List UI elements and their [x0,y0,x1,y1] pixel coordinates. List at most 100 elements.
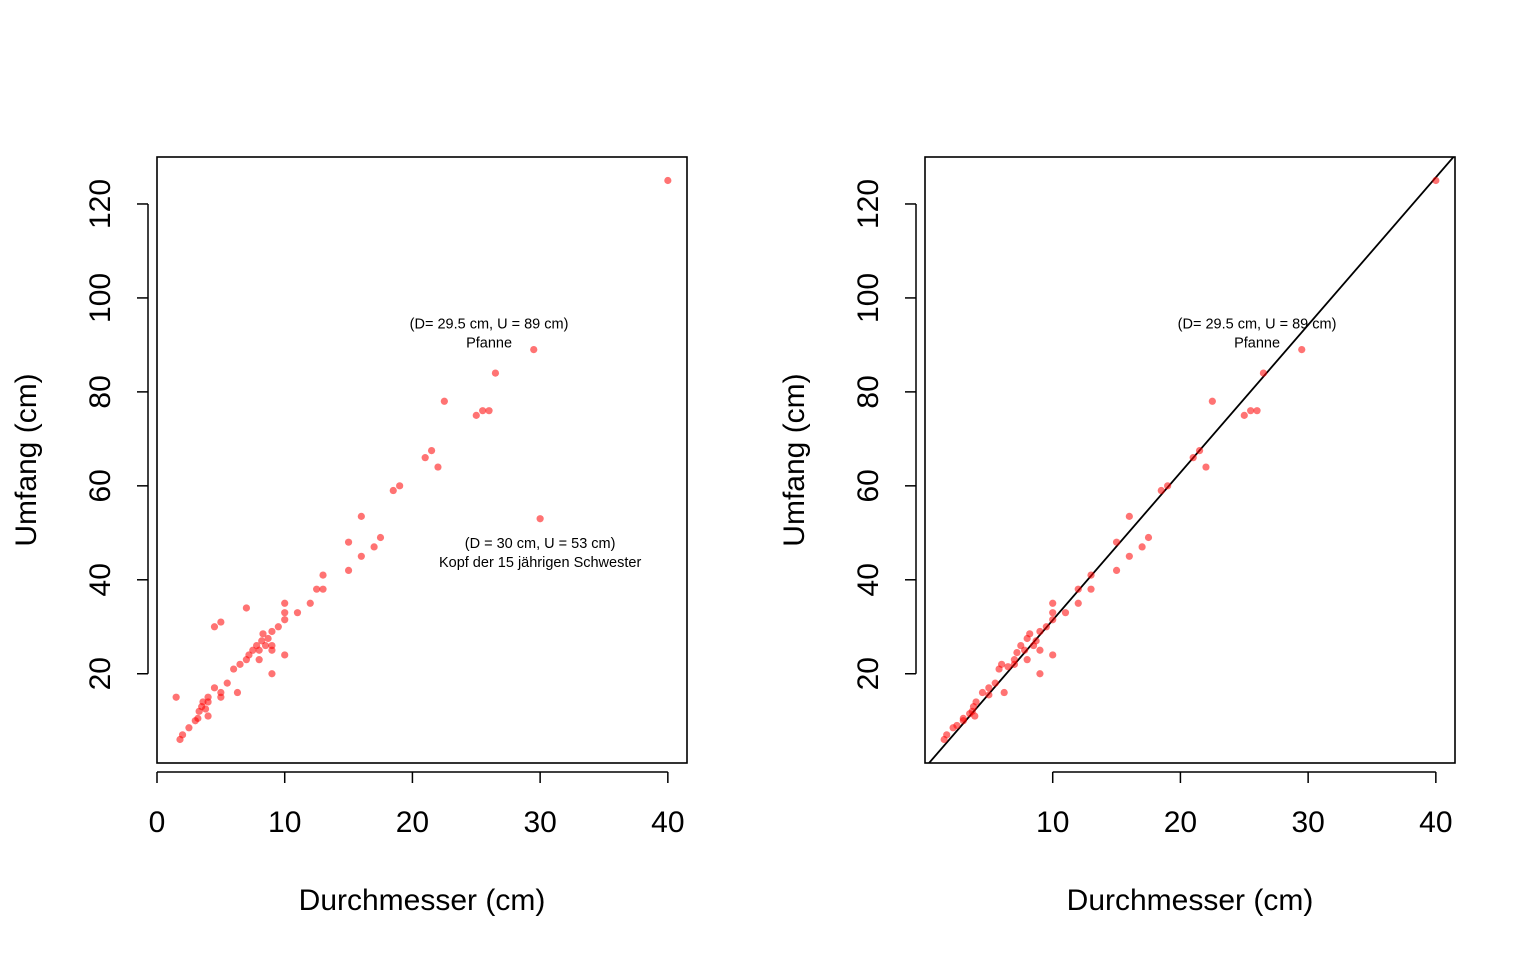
data-point [1032,637,1040,645]
data-point [293,609,302,617]
data-point [1013,649,1021,657]
data-point [255,646,263,654]
data-point [259,630,267,638]
data-point [1042,623,1050,631]
data-point [1021,646,1029,654]
x-tick-label: 20 [396,806,429,839]
data-point [479,407,487,415]
data-point [1036,627,1044,636]
data-point [357,552,365,560]
data-point [1202,463,1210,471]
data-point [357,512,365,520]
data-point [953,721,961,730]
annotation-text: (D= 29.5 cm, U = 89 cm) [1178,316,1337,332]
plot-frame [924,156,1456,764]
data-point [427,447,436,455]
data-point [1074,599,1082,607]
data-point [210,623,219,631]
data-point [281,599,289,607]
y-tick-label: 40 [84,563,117,596]
data-point [1023,656,1031,664]
data-point [1195,447,1204,455]
data-point [1189,454,1197,462]
x-tick-label: 30 [1291,806,1324,839]
reference-line [927,157,1455,763]
data-point [485,407,493,415]
data-point [421,454,429,462]
data-point [1208,397,1216,405]
y-tick-label: 60 [84,469,117,502]
annotation-text: (D = 30 cm, U = 53 cm) [465,536,616,552]
y-tick-label: 20 [852,657,885,690]
panel-right: 10 20 30 40 20 40 60 80 100 120 Durchmesser (cm) Um… [778,156,1456,917]
data-point [204,693,212,701]
y-axis-title: Umfang (cm) [778,373,811,546]
data-point [434,463,442,471]
data-point [1049,599,1057,607]
data-point [991,679,999,687]
data-point [1049,609,1057,617]
data-point [972,698,980,706]
y-tick-label: 20 [84,657,117,690]
y-axis-title: Umfang (cm) [10,373,43,546]
data-point [230,665,238,673]
data-point [204,712,212,720]
x-tick-label: 0 [149,806,166,839]
data-point [1087,585,1095,593]
data-point [1036,670,1044,678]
data-point [1240,411,1248,419]
data-point [268,646,276,654]
data-point [242,604,250,612]
data-point [1298,346,1306,354]
data-point [1061,609,1070,617]
panel-left: 0 10 20 30 40 20 40 60 80 100 120 Durchmesser (cm) U… [10,156,688,917]
data-point [1000,688,1008,697]
data-point [998,660,1006,668]
data-point [1138,543,1146,551]
data-point [344,538,353,546]
data-point [274,623,282,631]
data-point [978,688,987,697]
y-tick-label: 120 [84,179,117,229]
y-tick-label: 60 [852,469,885,502]
annotation-text: Pfanne [466,335,512,351]
data-point [201,705,210,713]
data-point [306,599,314,607]
x-axis-title: Durchmesser (cm) [299,884,546,917]
data-point [233,688,242,697]
data-point [236,660,244,668]
data-point [1049,616,1057,624]
x-tick-label: 40 [1419,806,1452,839]
data-point [1049,651,1057,659]
data-point [281,651,289,659]
data-point [370,543,378,551]
data-point [268,627,276,636]
data-point [1259,369,1268,377]
data-point [971,712,979,720]
data-point [1087,571,1095,579]
y-tick-label: 80 [84,375,117,408]
data-point [491,369,500,377]
data-point [178,731,187,739]
data-points [940,176,1440,744]
plot-frame [156,156,688,764]
data-point [281,616,289,624]
y-tick-label: 100 [84,273,117,323]
data-point [1125,512,1133,520]
data-point [223,679,231,687]
data-point [313,585,321,593]
data-point [1112,538,1121,546]
data-point [217,618,225,626]
y-tick-label: 120 [852,179,885,229]
data-point [281,609,289,617]
data-point [319,571,327,579]
data-point [1074,585,1082,593]
x-tick-label: 40 [651,806,684,839]
data-point [1164,482,1172,490]
x-tick-label: 20 [1164,806,1197,839]
data-point [1432,176,1440,185]
data-point [396,482,404,490]
x-tick-label: 10 [268,806,301,839]
data-point [943,731,951,739]
data-point [319,585,327,593]
